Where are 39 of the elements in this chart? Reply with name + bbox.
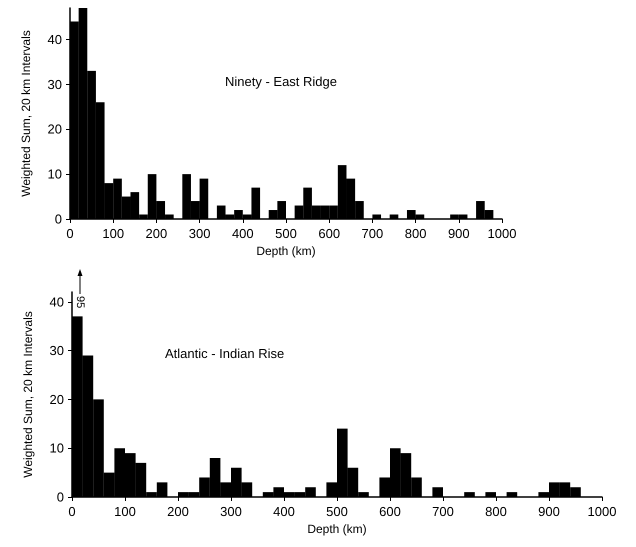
- y-axis-title: Weighted Sum, 20 km Intervals: [21, 311, 35, 478]
- x-tick-label: 600: [379, 504, 401, 519]
- x-tick-label: 100: [102, 226, 124, 241]
- y-axis-title: Weighted Sum, 20 km Intervals: [19, 30, 33, 197]
- x-tick-label: 500: [326, 504, 348, 519]
- y-tick-label: 10: [50, 440, 64, 456]
- y-tick-label: 0: [56, 490, 64, 504]
- x-tick-label: 1000: [588, 504, 616, 519]
- x-tick-label: 900: [448, 226, 470, 241]
- y-tick-label: 20: [48, 122, 62, 137]
- text: Atlantic - Indian Rise: [165, 346, 284, 361]
- x-tick-label: 200: [146, 226, 168, 241]
- x-tick-label: 900: [538, 504, 560, 519]
- x-axis-title: Depth (km): [307, 522, 367, 536]
- x-tick-label: 300: [188, 226, 210, 241]
- y-tick-label: 0: [54, 212, 62, 226]
- y-tick-label: 10: [48, 166, 62, 182]
- x-tick-label: 200: [167, 504, 189, 519]
- x-tick-label: 0: [66, 226, 74, 241]
- x-tick-label: 400: [232, 226, 254, 241]
- y-tick-label: 30: [50, 343, 64, 358]
- x-tick-label: 800: [485, 504, 507, 519]
- annotation: 95: [74, 296, 86, 308]
- x-tick-label: 500: [275, 226, 297, 241]
- x-tick-label: 600: [318, 226, 340, 241]
- x-tick-label: 100: [114, 504, 136, 519]
- text: Ninety - East Ridge: [225, 74, 337, 89]
- x-tick-label: 800: [404, 226, 426, 241]
- x-tick-label: 0: [68, 504, 76, 519]
- x-tick-label: 700: [432, 504, 454, 519]
- y-tick-label: 40: [50, 294, 64, 310]
- y-tick-label: 30: [48, 76, 62, 92]
- x-tick-label: 700: [362, 226, 384, 241]
- y-tick-label: 40: [48, 32, 62, 47]
- x-axis-title: Depth (km): [256, 244, 316, 258]
- x-tick-label: 400: [273, 504, 295, 519]
- x-tick-label: 1000: [488, 226, 516, 241]
- y-tick-label: 20: [50, 392, 64, 407]
- x-tick-label: 300: [220, 504, 242, 519]
